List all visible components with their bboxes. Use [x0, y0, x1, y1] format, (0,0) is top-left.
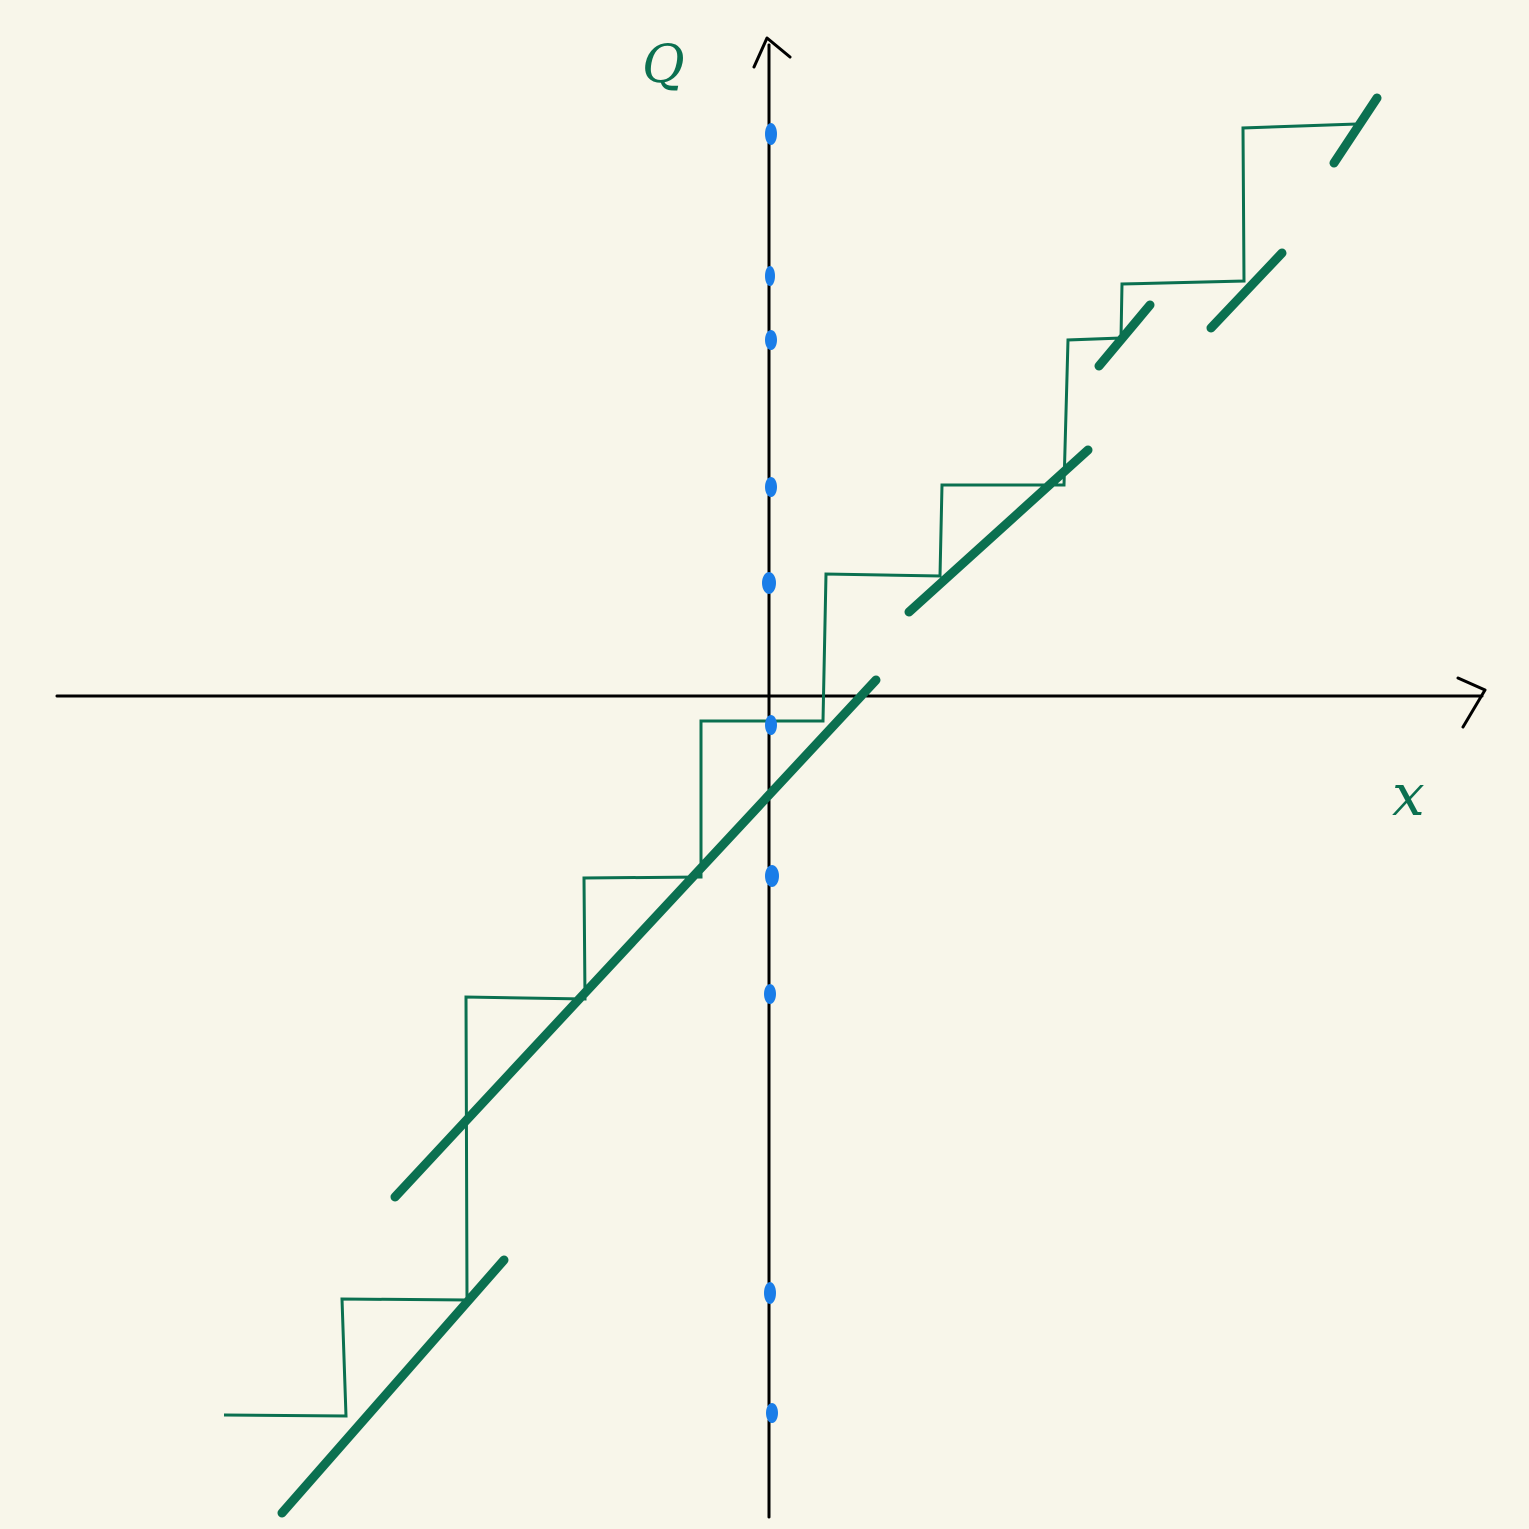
diagonal-segment-4 — [1094, 300, 1155, 371]
staircase-group — [223, 122, 1358, 1418]
q-dot — [766, 1403, 778, 1423]
q-dot — [765, 477, 777, 497]
staircase-lower — [223, 122, 1358, 1418]
diagonal-segment-2 — [390, 675, 881, 1202]
diagonal-segment-1 — [277, 1255, 509, 1518]
q-dot — [765, 123, 777, 145]
q-dot — [765, 865, 779, 887]
axes — [55, 36, 1487, 1519]
diagonal-segment-6 — [1329, 93, 1382, 168]
q-dot — [765, 266, 775, 286]
q-dot — [765, 330, 777, 350]
y-axis-label: Q — [642, 35, 685, 95]
x-axis-arrow-icon — [1456, 676, 1487, 729]
q-dot — [764, 984, 776, 1004]
diagonal-segments — [277, 93, 1382, 1518]
diagonal-segment-5 — [1206, 248, 1287, 333]
q-axis-dots — [762, 123, 779, 1423]
q-dot — [762, 572, 776, 594]
y-axis-arrow-icon — [752, 36, 792, 69]
q-dot — [764, 1282, 776, 1304]
x-axis-label: x — [1392, 761, 1425, 829]
q-dot — [765, 715, 777, 735]
diagonal-segment-3 — [904, 445, 1093, 617]
